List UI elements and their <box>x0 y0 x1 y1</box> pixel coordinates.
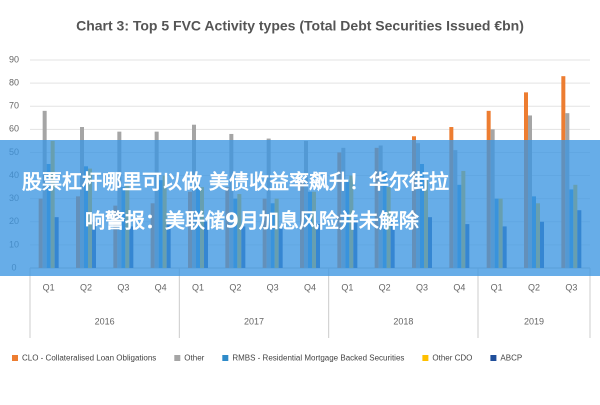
legend-swatch <box>174 355 181 361</box>
x-tick-label: Q2 <box>80 282 92 292</box>
legend-label: ABCP <box>500 354 522 363</box>
x-tick-label: Q3 <box>117 282 129 292</box>
x-tick-label: Q1 <box>43 282 55 292</box>
x-tick-label: Q3 <box>565 282 577 292</box>
x-tick-label: Q3 <box>416 282 428 292</box>
group-label: 2019 <box>524 316 544 326</box>
legend-swatch <box>490 355 497 361</box>
legend-label: CLO - Collateralised Loan Obligations <box>22 354 156 363</box>
x-tick-label: Q2 <box>379 282 391 292</box>
x-tick-label: Q1 <box>192 282 204 292</box>
banner <box>0 140 600 276</box>
x-tick-label: Q1 <box>341 282 353 292</box>
group-label: 2017 <box>244 316 264 326</box>
x-tick-label: Q3 <box>267 282 279 292</box>
y-tick-label: 60 <box>9 124 19 134</box>
x-tick-label: Q2 <box>229 282 241 292</box>
y-tick-label: 70 <box>9 101 19 111</box>
banner-text: 股票杠杆哪里可以做 美债收益率飙升！华尔街拉 <box>22 170 449 194</box>
x-tick-label: Q4 <box>453 282 465 292</box>
y-tick-label: 80 <box>9 77 19 87</box>
group-label: 2016 <box>95 316 115 326</box>
x-tick-label: Q4 <box>304 282 316 292</box>
x-tick-label: Q4 <box>155 282 167 292</box>
chart-title: Chart 3: Top 5 FVC Activity types (Total… <box>76 18 524 34</box>
legend-label: Other <box>184 354 204 363</box>
legend-swatch <box>422 355 429 361</box>
legend-label: Other CDO <box>432 354 472 363</box>
legend-swatch <box>222 355 229 361</box>
legend-swatch <box>12 355 18 361</box>
y-tick-label: 90 <box>9 54 19 64</box>
x-tick-label: Q2 <box>528 282 540 292</box>
x-tick-label: Q1 <box>491 282 503 292</box>
legend-label: RMBS - Residential Mortgage Backed Secur… <box>232 354 404 363</box>
group-label: 2018 <box>393 316 413 326</box>
banner-text: 响警报：美联储9月加息风险并未解除 <box>85 209 420 233</box>
